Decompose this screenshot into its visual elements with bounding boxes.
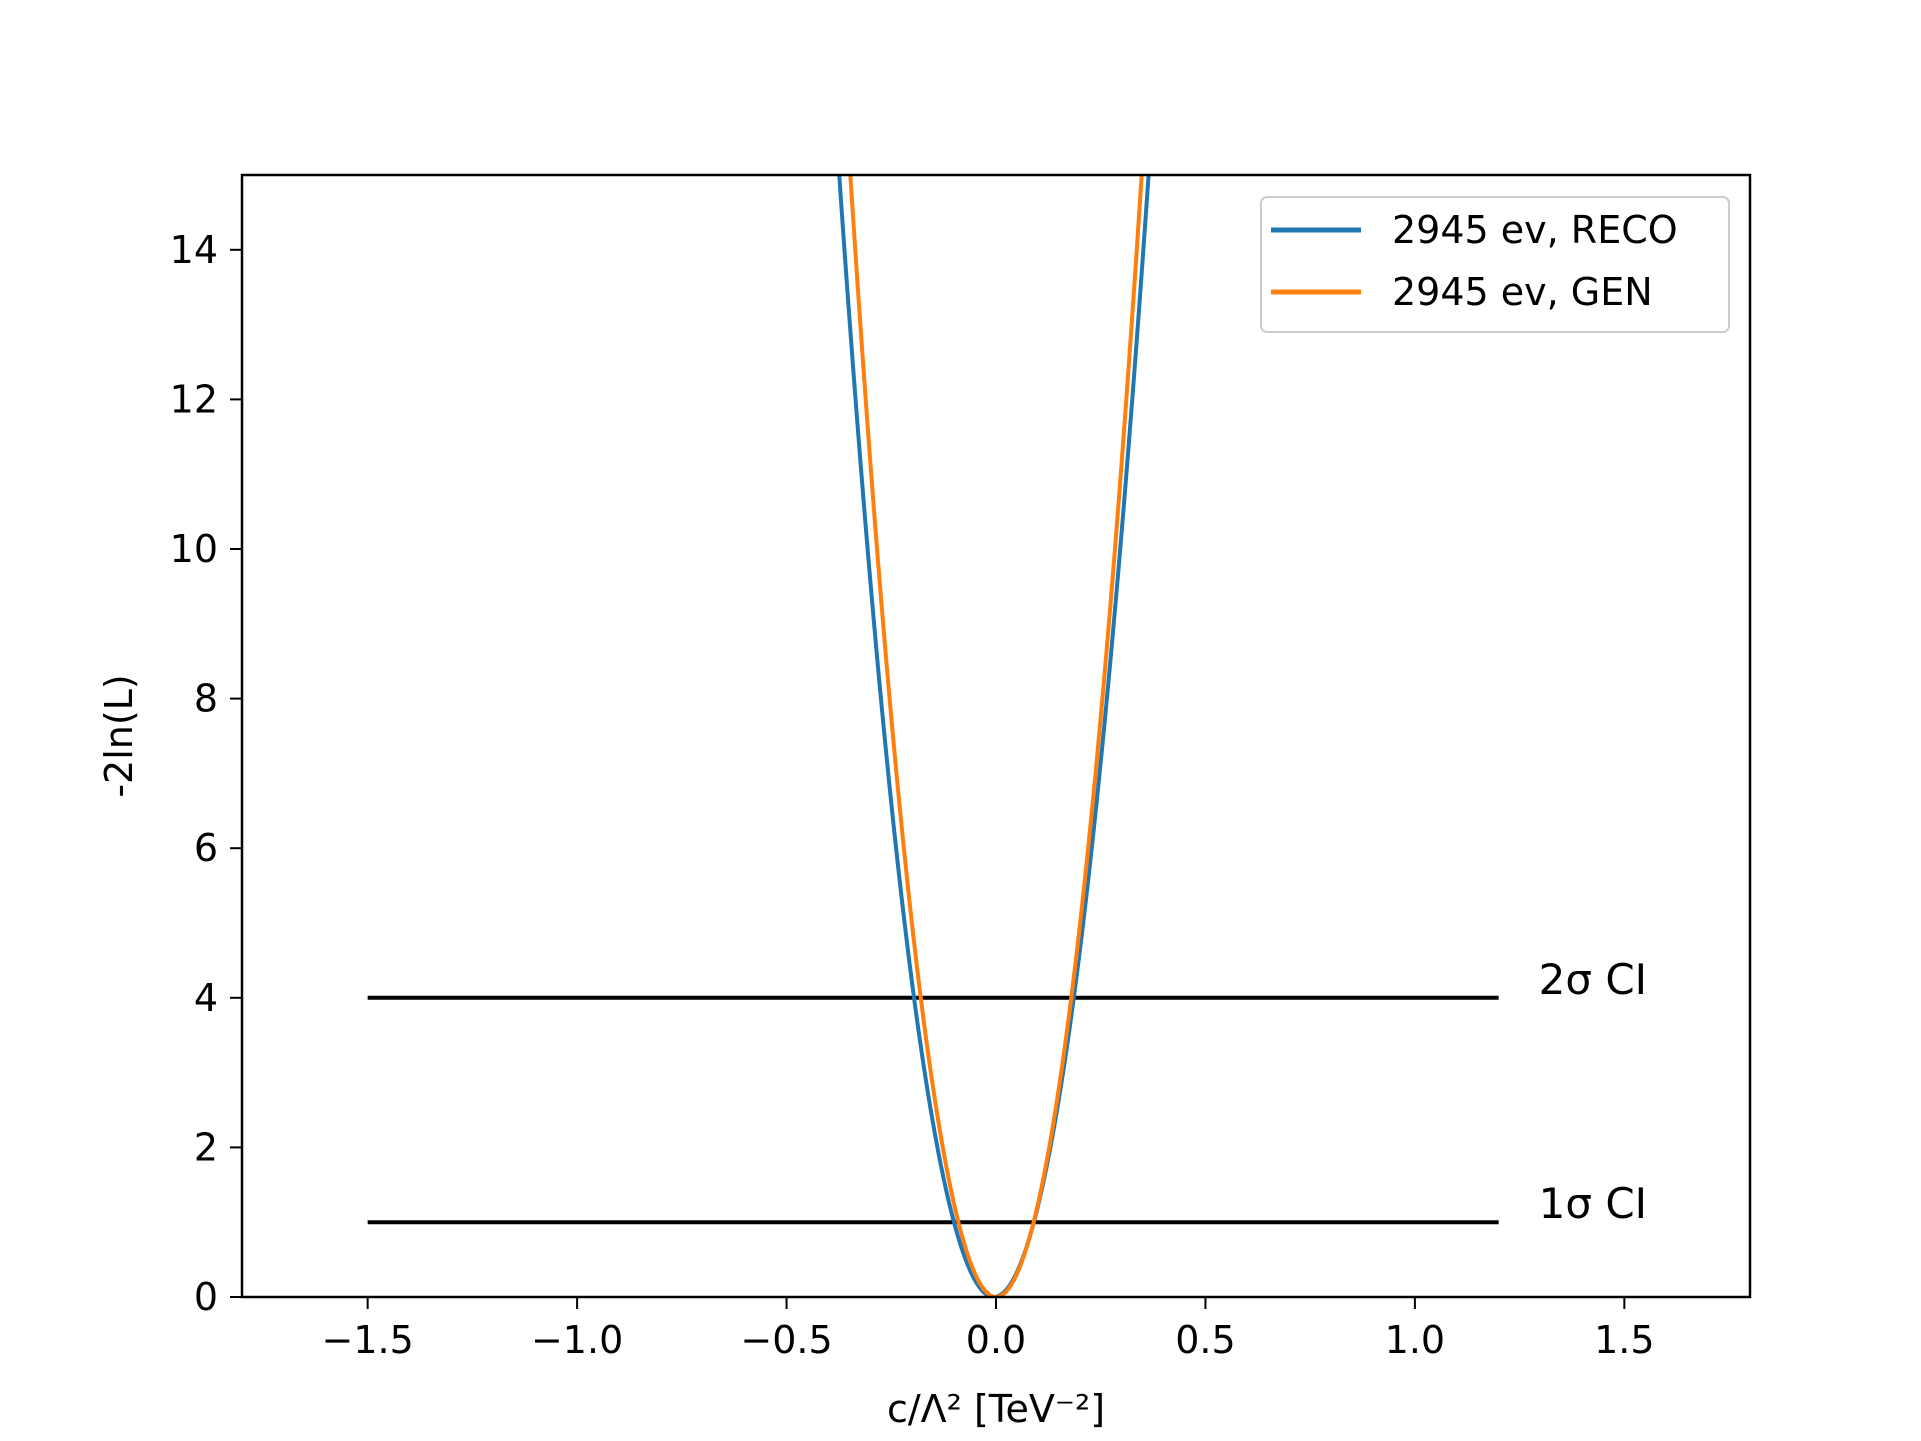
legend-entry-label: 2945 ev, GEN (1392, 270, 1653, 314)
x-tick-label: −1.0 (531, 1318, 623, 1362)
x-tick-label: −0.5 (740, 1318, 832, 1362)
ci-label: 1σ CI (1539, 1179, 1647, 1228)
y-tick-label: 6 (194, 826, 218, 870)
legend: 2945 ev, RECO 2945 ev, GEN (1260, 196, 1730, 333)
y-tick-label: 0 (194, 1275, 218, 1319)
series-line (837, 175, 1151, 1297)
ci-label: 2σ CI (1539, 955, 1647, 1004)
likelihood-curves (837, 175, 1151, 1297)
y-tick-label: 2 (194, 1125, 218, 1169)
y-tick-label: 10 (170, 527, 218, 571)
x-tick-label: 0.5 (1175, 1318, 1235, 1362)
legend-entry-label: 2945 ev, RECO (1392, 208, 1678, 252)
y-tick-label: 4 (194, 976, 218, 1020)
y-axis-ticks: 0 2 4 6 8 10 12 14 (170, 228, 242, 1319)
plot-frame (240, 173, 1752, 1299)
x-tick-label: 1.5 (1594, 1318, 1654, 1362)
x-tick-label: −1.5 (322, 1318, 414, 1362)
legend-frame (1260, 196, 1730, 333)
x-tick-label: 0.0 (966, 1318, 1026, 1362)
x-axis-label: c/Λ² [TeV⁻²] (887, 1387, 1105, 1431)
y-tick-label: 14 (170, 228, 218, 272)
reference-lines: 2σ CI 1σ CI (367, 955, 1647, 1228)
x-tick-label: 1.0 (1385, 1318, 1445, 1362)
series-line (848, 175, 1144, 1297)
y-axis-label: -2ln(L) (97, 674, 141, 797)
x-axis-ticks: −1.5 −1.0 −0.5 0.0 0.5 1.0 1.5 (322, 1297, 1655, 1362)
y-tick-label: 12 (170, 377, 218, 421)
y-tick-label: 8 (194, 677, 218, 721)
